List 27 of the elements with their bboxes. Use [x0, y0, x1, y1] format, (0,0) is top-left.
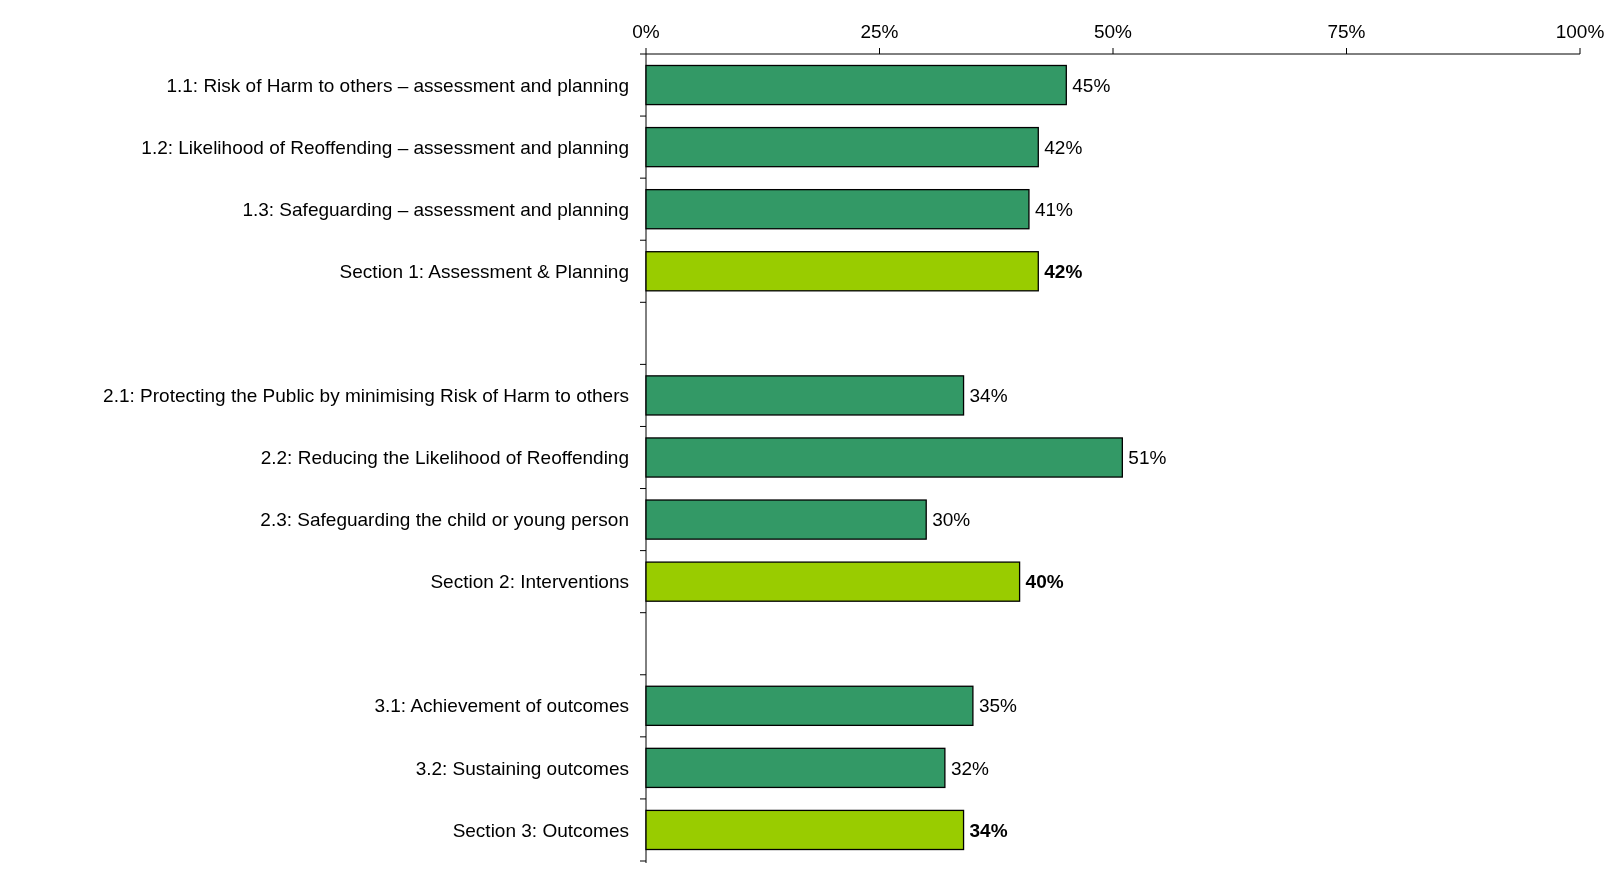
y-tick-label: Section 3: Outcomes — [452, 819, 629, 841]
y-tick-label: 3.2: Sustaining outcomes — [415, 757, 629, 779]
data-label: 41% — [1034, 198, 1074, 220]
y-tick-label: 3.1: Achievement of outcomes — [374, 695, 629, 717]
y-tick-label: 1.1: Risk of Harm to others – assessment and planning — [166, 74, 629, 96]
x-tick-label: 0% — [632, 21, 660, 42]
y-tick-label: 1.3: Safeguarding – assessment and planning — [242, 198, 629, 220]
y-tick-label: 1.2: Likelihood of Reoffending – assessment and planning — [141, 136, 629, 158]
x-tick-label: 25% — [860, 21, 899, 42]
y-tick-label: Section 2: Interventions — [430, 571, 629, 593]
data-label: 42% — [1044, 260, 1083, 282]
data-label: 34% — [969, 819, 1008, 841]
y-tick-label: 2.3: Safeguarding the child or young person — [260, 509, 629, 531]
data-label: 32% — [950, 757, 990, 779]
y-tick-label: 2.1: Protecting the Public by minimising Risk of Harm to others — [103, 385, 629, 407]
data-label: 30% — [932, 509, 971, 531]
data-label: 45% — [1072, 74, 1111, 96]
x-tick-label: 75% — [1327, 21, 1366, 42]
data-label: 35% — [978, 695, 1018, 717]
data-label: 42% — [1044, 136, 1083, 158]
x-tick-label: 100% — [1555, 21, 1605, 42]
data-label: 40% — [1025, 571, 1064, 593]
y-tick-label: 2.2: Reducing the Likelihood of Reoffending — [260, 447, 629, 469]
y-tick-label: Section 1: Assessment & Planning — [339, 260, 629, 282]
data-label: 34% — [969, 385, 1008, 407]
data-label: 51% — [1128, 447, 1167, 469]
x-tick-label: 50% — [1093, 21, 1133, 42]
